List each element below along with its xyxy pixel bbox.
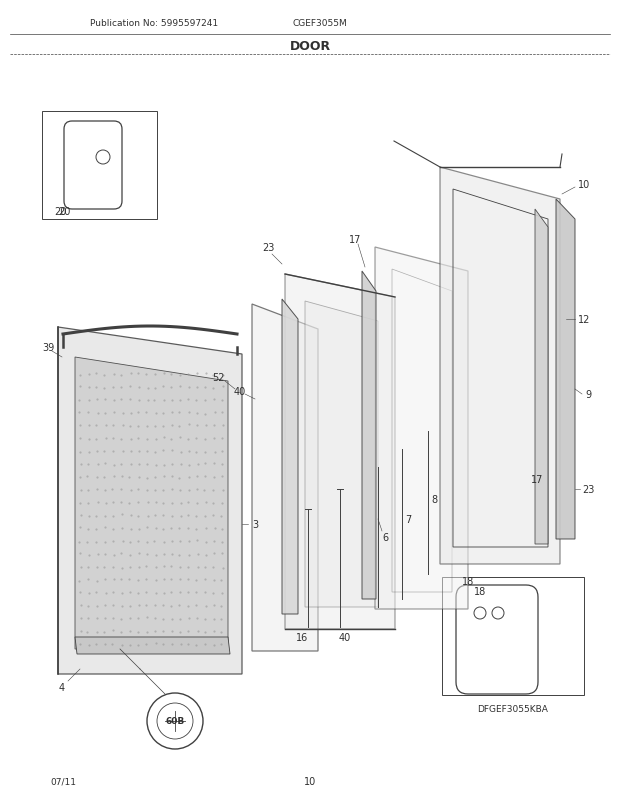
Polygon shape [362,272,376,599]
Polygon shape [556,200,575,539]
Text: 60B: 60B [166,717,185,726]
Text: CGEF3055M: CGEF3055M [293,18,347,27]
Text: 3: 3 [252,520,258,529]
Text: 40: 40 [339,632,351,642]
Text: 40: 40 [234,387,246,396]
Polygon shape [75,638,230,654]
Text: 12: 12 [578,314,590,325]
Text: 4: 4 [59,683,65,692]
Polygon shape [75,358,228,649]
Text: 20: 20 [54,207,66,217]
Text: 18: 18 [474,586,486,596]
Polygon shape [282,300,298,614]
Polygon shape [252,305,318,651]
Polygon shape [440,168,560,565]
Polygon shape [285,274,395,630]
Text: 10: 10 [578,180,590,190]
Text: 16: 16 [296,632,308,642]
Text: 39: 39 [42,342,55,353]
Polygon shape [305,302,378,607]
Text: 20: 20 [58,207,71,217]
Polygon shape [535,210,548,545]
Text: 23: 23 [262,243,274,253]
Bar [442,577,584,695]
Text: 17: 17 [531,475,543,484]
Text: 52: 52 [212,373,224,383]
Polygon shape [375,248,468,610]
Text: 6: 6 [382,533,388,542]
Text: 8: 8 [431,494,437,504]
Text: Publication No: 5995597241: Publication No: 5995597241 [90,18,218,27]
Text: 18: 18 [462,577,474,586]
Bar [42,111,157,220]
Text: 9: 9 [585,390,591,399]
Text: DOOR: DOOR [290,40,330,54]
Text: 23: 23 [582,484,595,494]
Text: 10: 10 [304,776,316,786]
Text: 7: 7 [405,514,411,525]
Polygon shape [58,327,242,674]
Text: DFGEF3055KBA: DFGEF3055KBA [477,705,549,714]
Text: 17: 17 [349,235,361,245]
Text: 07/11: 07/11 [50,776,76,785]
